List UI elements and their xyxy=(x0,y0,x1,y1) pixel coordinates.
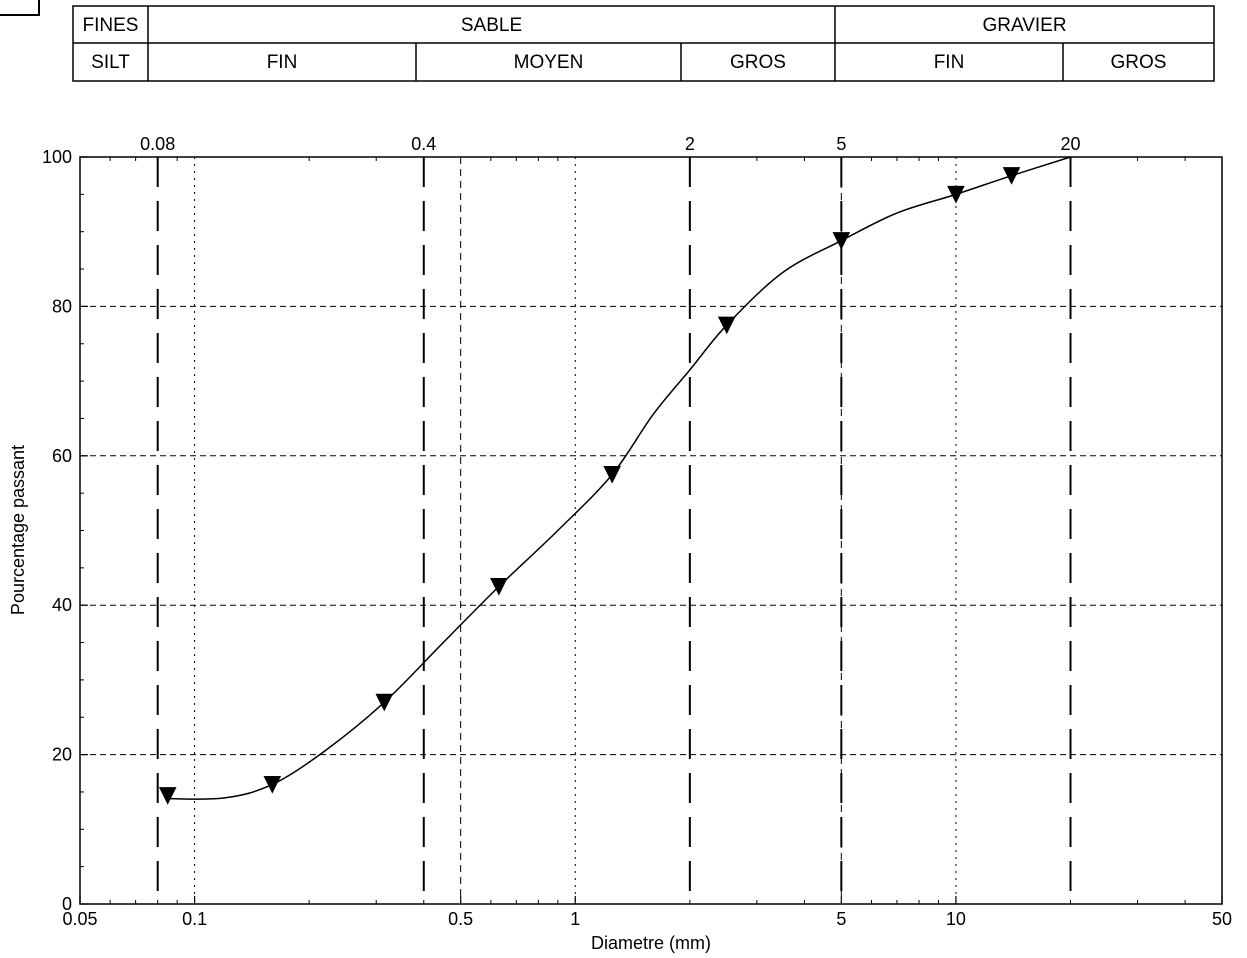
top-tick-label: 2 xyxy=(685,134,695,154)
data-point-marker xyxy=(263,775,282,794)
x-tick-label: 5 xyxy=(836,909,846,929)
x-axis-label: Diametre (mm) xyxy=(591,933,711,953)
sable-moyen-cell: MOYEN xyxy=(514,52,584,73)
sable-gros-cell: GROS xyxy=(730,52,786,73)
data-point-marker xyxy=(1002,167,1021,185)
data-point-marker xyxy=(832,232,851,250)
data-point-marker xyxy=(158,787,177,805)
x-tick-label: 50 xyxy=(1212,909,1232,929)
x-tick-label: 10 xyxy=(946,909,966,929)
sable-fin-cell: FIN xyxy=(267,52,298,73)
top-tick-label: 0.08 xyxy=(140,134,175,154)
y-tick-label: 20 xyxy=(52,745,72,765)
x-tick-label: 1 xyxy=(570,909,580,929)
y-tick-label: 60 xyxy=(52,446,72,466)
y-axis-label: Pourcentage passant xyxy=(8,445,28,615)
gravier-gros-cell: GROS xyxy=(1111,52,1167,73)
top-tick-label: 5 xyxy=(836,134,846,154)
data-point-marker xyxy=(375,693,394,712)
tick-layer xyxy=(79,156,1223,905)
y-tick-label: 40 xyxy=(52,595,72,615)
fines-header: FINES xyxy=(83,15,139,36)
x-tick-label: 0.1 xyxy=(182,909,207,929)
top-tick-label: 20 xyxy=(1061,134,1081,154)
data-point-marker xyxy=(717,316,736,335)
gravier-fin-cell: FIN xyxy=(934,52,965,73)
gravier-header: GRAVIER xyxy=(982,15,1066,36)
y-tick-label: 80 xyxy=(52,296,72,316)
silt-cell: SILT xyxy=(91,52,130,73)
y-tick-label: 0 xyxy=(62,894,72,914)
x-tick-label: 0.05 xyxy=(62,909,97,929)
series-layer xyxy=(158,156,1071,805)
soil-classification-table: FINES SABLE GRAVIER SILT FIN MOYEN GROS … xyxy=(72,5,1215,82)
label-layer: 0 20 40 60 80 100 0.05 0.1 0.5 1 5 10 50 0.08 0.4 2 5 20 xyxy=(42,134,1232,929)
data-point-marker xyxy=(490,578,508,596)
x-tick-label: 0.5 xyxy=(448,909,473,929)
top-tick-label: 0.4 xyxy=(411,134,436,154)
grid-layer xyxy=(80,157,1222,904)
data-point-marker xyxy=(947,185,965,204)
y-tick-label: 100 xyxy=(42,147,72,167)
classification-boundaries xyxy=(156,157,1072,904)
gradation-curve xyxy=(167,156,1071,800)
sable-header: SABLE xyxy=(461,15,522,36)
corner-tab xyxy=(0,0,40,16)
data-point-marker xyxy=(603,465,621,484)
